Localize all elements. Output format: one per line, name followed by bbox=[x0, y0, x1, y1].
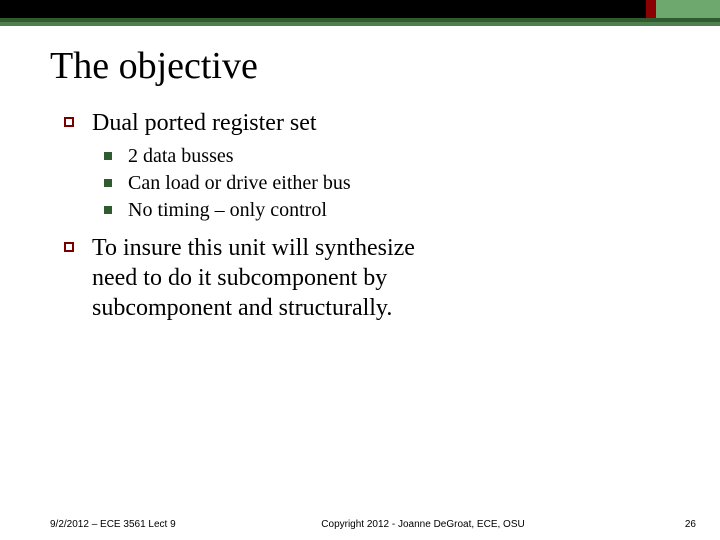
slide-body: The objective Dual ported register set 2… bbox=[0, 26, 720, 323]
list-item-text: To insure this unit will synthesize need… bbox=[92, 233, 422, 323]
footer: 9/2/2012 – ECE 3561 Lect 9 Copyright 201… bbox=[0, 519, 720, 530]
bullet-square-icon bbox=[104, 206, 112, 214]
list-item: Dual ported register set bbox=[64, 108, 670, 138]
bullet-square-icon bbox=[104, 179, 112, 187]
list-item-text: Dual ported register set bbox=[92, 108, 317, 138]
sublist-item: Can load or drive either bus bbox=[104, 171, 670, 196]
footer-center: Copyright 2012 - Joanne DeGroat, ECE, OS… bbox=[190, 519, 656, 530]
header-bars bbox=[0, 0, 720, 26]
sublist-item-text: 2 data busses bbox=[128, 144, 234, 169]
header-bar-black bbox=[0, 0, 720, 18]
header-corner bbox=[646, 0, 720, 18]
footer-left: 9/2/2012 – ECE 3561 Lect 9 bbox=[50, 519, 190, 530]
bullet-hollow-icon bbox=[64, 242, 74, 252]
sublist: 2 data busses Can load or drive either b… bbox=[104, 144, 670, 223]
bullet-hollow-icon bbox=[64, 117, 74, 127]
sublist-item-text: No timing – only control bbox=[128, 198, 327, 223]
sublist-item-text: Can load or drive either bus bbox=[128, 171, 351, 196]
footer-page-number: 26 bbox=[656, 519, 696, 530]
sublist-item: No timing – only control bbox=[104, 198, 670, 223]
slide-title: The objective bbox=[50, 44, 670, 88]
sublist-item: 2 data busses bbox=[104, 144, 670, 169]
list-item: To insure this unit will synthesize need… bbox=[64, 233, 670, 323]
header-corner-green bbox=[656, 0, 720, 18]
bullet-square-icon bbox=[104, 152, 112, 160]
header-corner-red bbox=[646, 0, 656, 18]
